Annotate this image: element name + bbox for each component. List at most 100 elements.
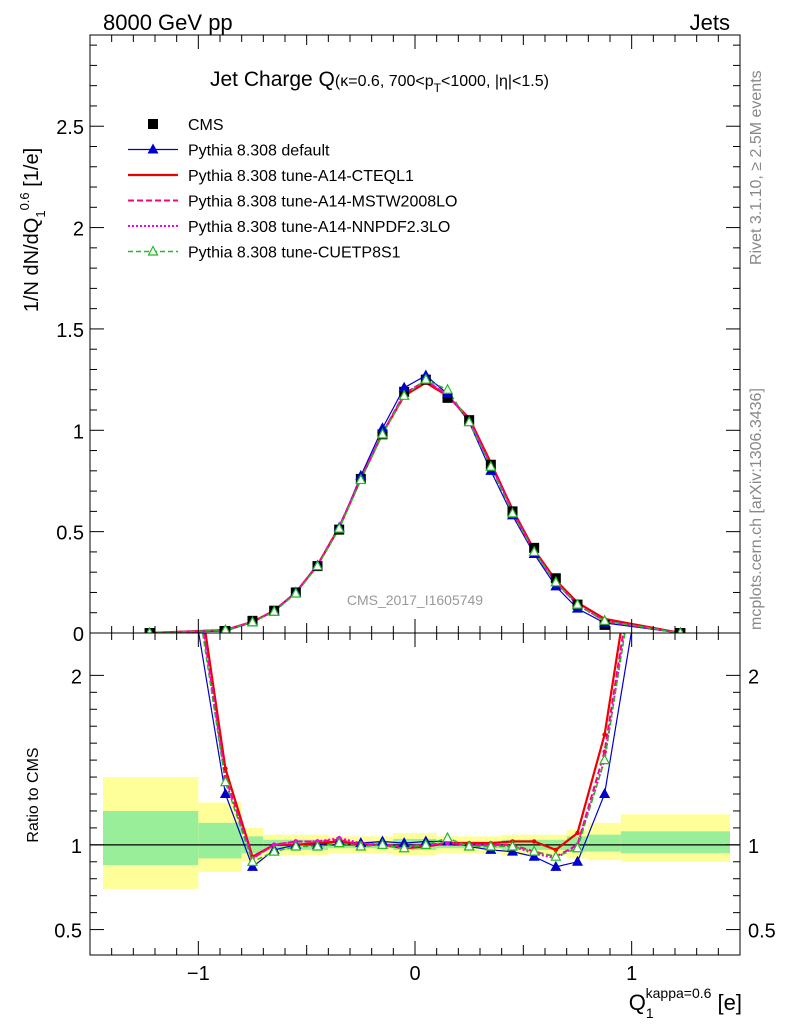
main-point-default-8 [377,422,388,433]
x-tick-label: 0 [409,963,420,985]
x-label-a: Q [629,990,646,1015]
main-point-cuetp-1 [220,623,231,633]
legend-label-cuetp: Pythia 8.308 tune-CUETP8S1 [188,245,401,262]
ratio-point-default-16 [550,860,562,871]
ratio-point-mstw-18 [602,749,607,754]
ratio-point-cuetp-3 [268,845,280,856]
x-label-sub: 1 [646,1005,654,1021]
ratio-point-cuetp-11 [442,831,453,843]
header-energy-label: 8000 GeV pp [103,10,233,35]
ratio-point-cuetp-8 [377,838,388,849]
ratio-band-inner [620,831,730,854]
rivet-info-label: Rivet 3.1.10, ≥ 2.5M events [748,70,765,265]
legend-item-mstw: Pythia 8.308 tune-A14-MSTW2008LO [128,194,457,211]
ratio-y-tick-label-left: 1 [71,836,82,858]
ratio-band-inner [103,810,199,866]
ratio-point-cuetp-10 [420,838,432,849]
main-point-cuetp-19 [677,626,684,633]
ratio-series-line-default [198,633,632,868]
analysis-watermark: CMS_2017_I1605749 [347,592,483,608]
main-y-tick-label: 2.5 [56,117,84,139]
main-point-cuetp-12 [463,415,475,427]
ratio-point-cuetp-6 [333,836,345,848]
main-point-cuetp-9 [398,389,410,400]
main-point-cuetp-13 [485,460,497,471]
x-label-sup: kappa=0.6 [646,985,712,1001]
ratio-point-default-17 [572,855,583,866]
ratio-point-default-18 [599,788,611,798]
x-tick-label: −1 [187,963,210,985]
ratio-point-cteql1-15 [531,839,537,844]
main-distribution-panel: 0 0.5 1 1.5 2 2.5 CMS_2017_I1605749 Jet Charg… [17,34,741,646]
ratio-point-nnpdf-3 [271,842,277,848]
main-y-tick-label: 0.5 [56,523,84,545]
ratio-y-tick-label-left: 2 [71,666,82,688]
ratio-point-cuetp-7 [355,840,367,851]
header-process-label: Jets [690,10,730,35]
ratio-point-cuetp-9 [398,841,410,853]
legend-label-nnpdf: Pythia 8.308 tune-A14-NNPDF2.3LO [188,219,450,236]
ratio-point-cuetp-18 [599,753,611,765]
main-y-axis-label: 1/N dN/dQ10.6 [1/e] [17,148,48,312]
main-point-cuetp-7 [355,473,367,485]
ratio-point-cuetp-5 [312,840,323,851]
main-y-tick-label: 1.5 [56,320,84,342]
main-point-cuetp-4 [290,587,302,598]
ratio-y-tick-label-right: 2 [748,666,759,688]
main-y-label-sub: 1 [33,210,48,217]
legend-marker-default [147,143,159,154]
main-y-tick-label: 1 [73,421,84,443]
legend-item-cuetp: Pythia 8.308 tune-CUETP8S1 [128,245,401,262]
mcplots-info-label: mcplots.cern.ch [arXiv:1306.3436] [748,388,765,630]
ratio-point-cuetp-2 [247,855,258,866]
plot-title-main: Jet Charge Q [210,68,335,91]
ratio-series-line-mstw [202,633,625,860]
main-point-cuetp-3 [268,605,280,616]
legend-item-cteql1: Pythia 8.308 tune-A14-CTEQL1 [128,168,414,185]
ratio-band-inner [588,834,621,852]
ratio-y-tick-label-right: 1 [748,836,759,858]
ratio-series-line-nnpdf [202,633,626,860]
plot-title-sub-rest: <1000, |η|<1.5) [441,73,549,90]
ratio-point-cteql1-1 [223,766,228,771]
main-point-cuetp-18 [599,614,611,625]
main-point-cuetp-17 [572,598,583,609]
main-point-cuetp-16 [550,576,562,587]
main-point-cuetp-8 [377,428,388,439]
legend-label-cms: CMS [188,117,224,134]
ratio-point-cuetp-4 [290,840,302,851]
x-axis-label: Q1 kappa=0.6 [e] [629,985,742,1021]
ratio-point-cuetp-15 [528,845,540,856]
main-y-label-b: [1/e] [21,148,43,192]
main-point-cms-11 [442,392,453,403]
ratio-point-cuetp-14 [507,840,518,851]
main-y-tick-label: 2 [73,219,84,241]
ratio-y-tick-label-left: 0.5 [54,921,82,943]
ratio-point-cuetp-12 [463,840,475,851]
legend-marker-cuetp [147,245,159,256]
ratio-band-inner [198,822,242,859]
legend: CMS Pythia 8.308 default Pythia 8.308 tune… [128,117,457,262]
ratio-point-cteql1-17 [575,830,580,836]
main-point-default-9 [398,381,410,392]
ratio-point-cuetp-13 [485,840,497,851]
ratio-series-line-cuetp [201,633,626,863]
main-y-label-a: 1/N dN/dQ [21,218,43,312]
ratio-y-tick-label-right: 0.5 [748,921,776,943]
legend-label-cteql1: Pythia 8.308 tune-A14-CTEQL1 [188,168,414,185]
ratio-series-line-cteql1 [204,633,622,859]
legend-marker-cms [148,119,158,129]
legend-label-mstw: Pythia 8.308 tune-A14-MSTW2008LO [188,194,457,211]
plot-title-sub-T: T [434,81,442,95]
main-point-cuetp-11 [442,383,453,394]
legend-item-default: Pythia 8.308 default [128,143,330,160]
ratio-point-default-1 [219,788,231,798]
ratio-point-cuetp-17 [572,841,583,853]
plot-title-sub: (κ=0.6, 700<p [335,73,434,90]
main-point-cuetp-2 [247,615,258,627]
legend-label-default: Pythia 8.308 default [188,143,330,160]
main-point-cuetp-6 [333,522,345,533]
x-tick-label: 1 [626,963,637,985]
legend-item-cms: CMS [148,117,224,134]
